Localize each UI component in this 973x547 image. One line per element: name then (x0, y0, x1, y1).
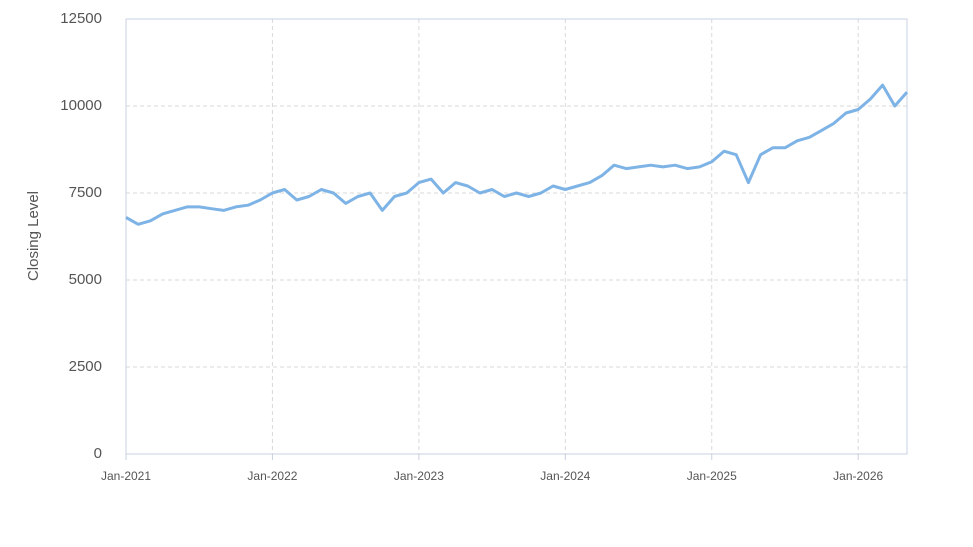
y-axis-label: Closing Level (25, 191, 42, 281)
x-tick-label: Jan-2025 (687, 469, 737, 483)
y-tick-label: 12500 (60, 10, 102, 27)
x-tick-label: Jan-2026 (833, 469, 883, 483)
y-tick-label: 0 (94, 445, 102, 462)
series-line (125, 83, 909, 226)
plot-border (125, 18, 908, 455)
y-tick-label: 7500 (69, 184, 102, 201)
x-tick-label: Jan-2021 (101, 469, 151, 483)
x-tick-label: Jan-2023 (394, 469, 444, 483)
y-tick-label: 2500 (69, 358, 102, 375)
x-tick-label: Jan-2022 (247, 469, 297, 483)
y-tick-label: 10000 (60, 97, 102, 114)
y-tick-label: 5000 (69, 271, 102, 288)
x-tick-label: Jan-2024 (540, 469, 590, 483)
